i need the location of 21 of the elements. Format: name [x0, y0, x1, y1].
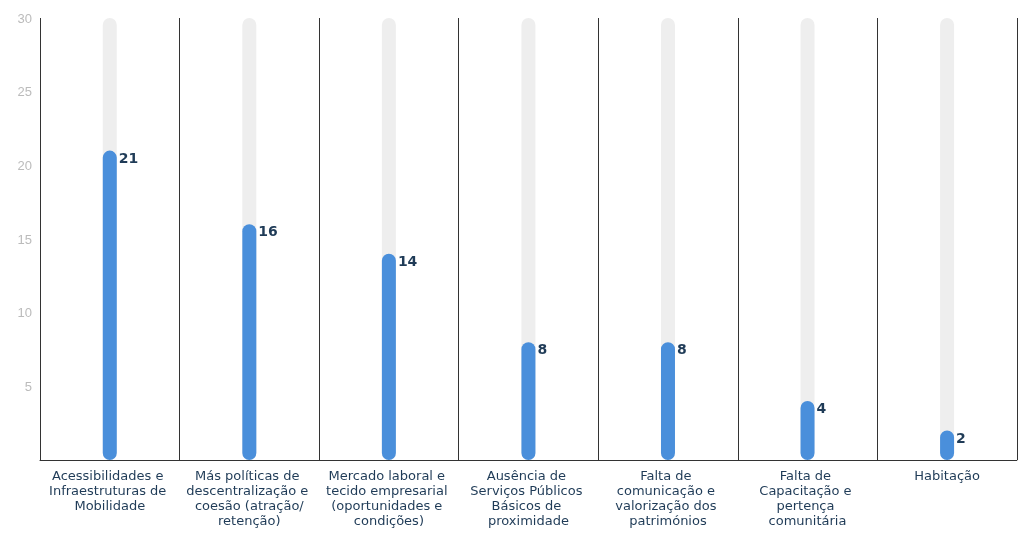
x-tick-label: Mercado laboral e tecido empresarial (oportunidades e condições)	[326, 468, 452, 528]
y-tick-label: 30	[17, 10, 32, 26]
y-tick-label: 15	[17, 231, 32, 247]
data-label: 16	[258, 223, 278, 240]
y-tick-label: 25	[17, 84, 32, 100]
x-tick-label: Acessibilidades e Infraestruturas de Mobilidade	[49, 468, 171, 513]
data-label: 21	[118, 149, 139, 166]
x-tick-label: Falta de Capacitação e pertença comunitária	[759, 468, 856, 528]
data-label: 4	[816, 400, 827, 417]
x-tick-label: Ausência de Serviços Públicos Básicos de proximidade	[470, 468, 587, 528]
data-label: 8	[676, 341, 687, 358]
x-tick-label: Falta de comunicação e valorização dos patrimónios	[615, 468, 721, 528]
y-tick-label: 10	[17, 305, 32, 321]
data-label: 2	[956, 429, 966, 446]
y-tick-label: 5	[24, 378, 32, 394]
data-label: 14	[397, 252, 418, 269]
y-tick-label: 20	[17, 157, 32, 173]
x-tick-label: Habitação	[914, 468, 980, 483]
x-tick-label: Más políticas de descentralização e coesão (atração/retenção)	[186, 468, 313, 528]
data-label: 8	[537, 341, 548, 358]
bar	[800, 401, 815, 460]
